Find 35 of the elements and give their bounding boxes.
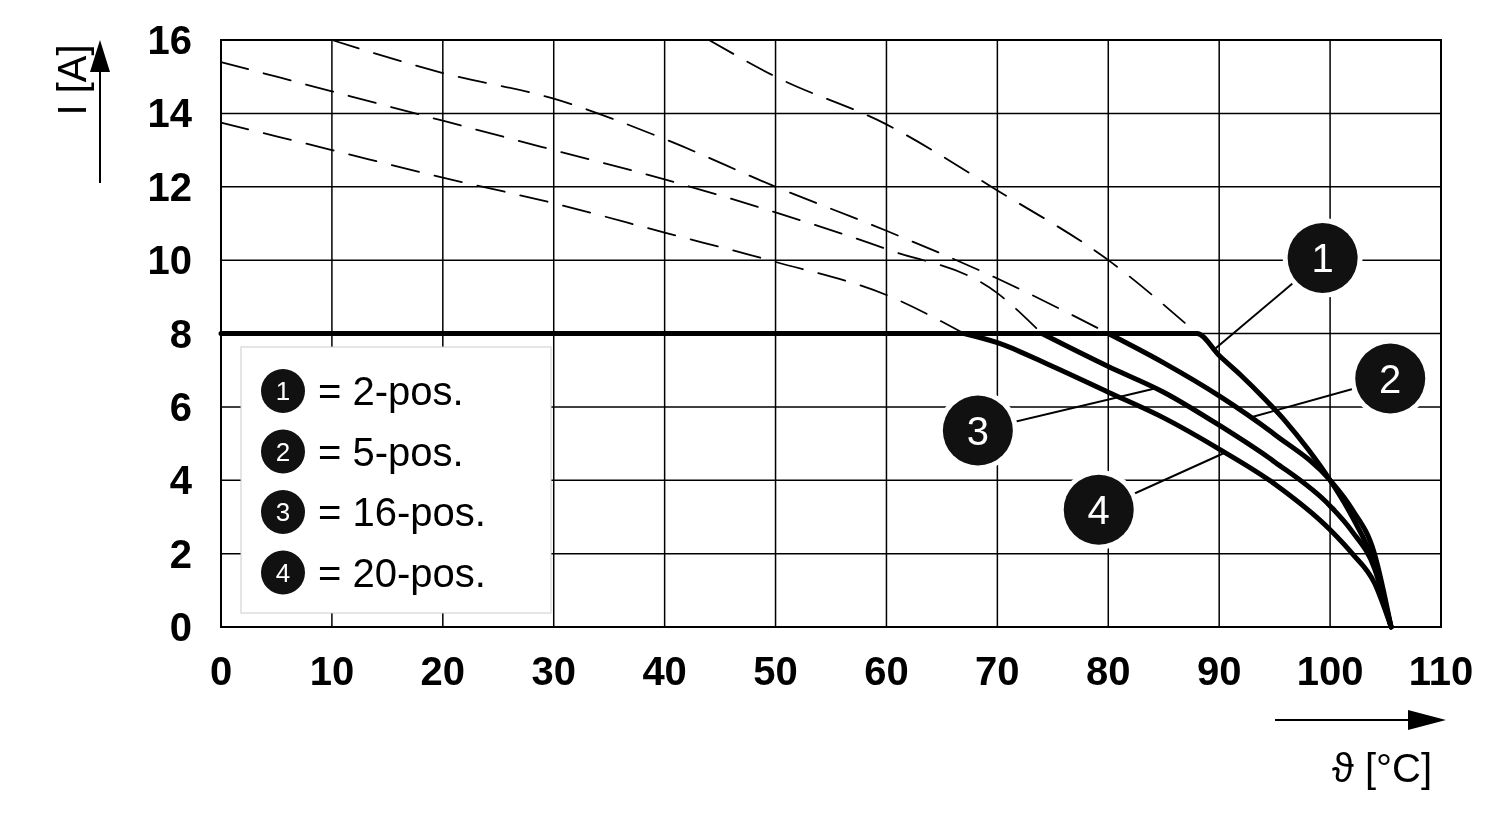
x-tick-label: 50 <box>753 649 798 693</box>
y-tick-label: 6 <box>169 384 192 429</box>
x-tick-label: 0 <box>209 649 233 693</box>
text: 2 <box>275 436 291 467</box>
x-tick-label: 60 <box>864 649 909 693</box>
y-tick-label: 12 <box>147 164 192 209</box>
annotation: = 20-pos. <box>318 550 486 595</box>
y-tick-label: 2 <box>169 531 192 576</box>
y-tick-label: 4 <box>169 458 193 503</box>
x-tick-label: 20 <box>420 649 466 693</box>
x-axis-title: ϑ [°C] <box>1331 746 1432 790</box>
text: 1 <box>275 376 291 407</box>
text: 3 <box>275 497 291 528</box>
y-tick-label: 16 <box>147 18 192 62</box>
x-tick-label: 80 <box>1086 649 1131 693</box>
x-tick-label: 90 <box>1196 649 1242 693</box>
annotation: = 16-pos. <box>318 490 486 534</box>
annotation: = 2-pos. <box>318 369 464 413</box>
annotation: 1 <box>1311 236 1334 281</box>
annotation: 2 <box>1379 356 1402 401</box>
y-tick-label: 0 <box>169 605 192 649</box>
x-tick-label: 70 <box>975 649 1020 693</box>
y-tick-label: 8 <box>169 311 192 356</box>
x-tick-label: 40 <box>642 649 687 693</box>
annotation: 3 <box>966 408 989 453</box>
annotation: = 5-pos. <box>318 429 464 474</box>
x-tick-label: 30 <box>531 649 576 693</box>
y-tick-label: 10 <box>147 238 192 283</box>
x-tick-label: 110 <box>1408 649 1474 693</box>
text: 4 <box>275 557 291 588</box>
annotation: 4 <box>1087 487 1110 532</box>
y-axis-title: I [A] <box>50 44 94 116</box>
y-tick-label: 14 <box>147 91 193 136</box>
x-tick-label: 10 <box>309 649 355 693</box>
x-tick-label: 100 <box>1296 649 1364 693</box>
